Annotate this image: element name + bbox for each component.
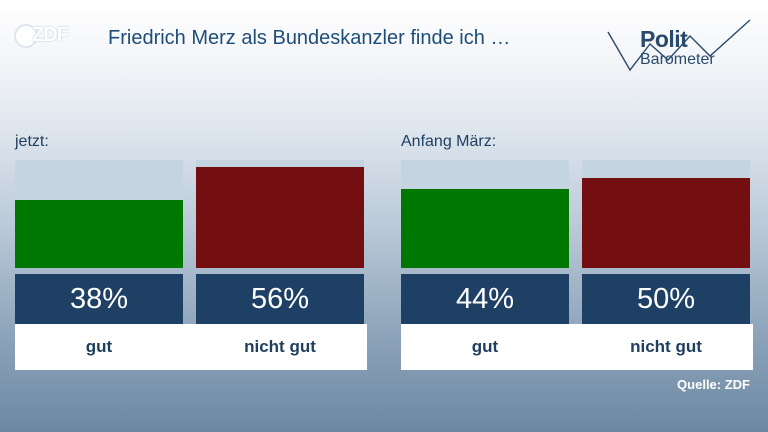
panel-label: Anfang März: xyxy=(401,133,497,150)
bar-gut xyxy=(15,199,183,268)
panel-label: jetzt: xyxy=(15,133,49,150)
source-note: Quelle: ZDF xyxy=(677,377,750,392)
value-label: 38% xyxy=(15,274,183,324)
bar-track xyxy=(15,160,183,268)
politbarometer-swoosh-icon xyxy=(607,19,751,72)
chart-panel-early-march: Anfang März: 44% 50% gut nicht gut xyxy=(401,133,753,383)
politbarometer-logo: Polit Barometer xyxy=(598,14,758,84)
politbarometer-logo-line2: Barometer xyxy=(640,51,715,68)
page-title: Friedrich Merz als Bundeskanzler finde i… xyxy=(108,27,511,49)
category-label: nicht gut xyxy=(630,337,702,356)
value-label: 44% xyxy=(401,274,569,324)
bar-gut xyxy=(401,188,569,268)
chart-panel-now: jetzt: 38% 56% gut nicht gut xyxy=(15,133,367,383)
zdf-logo-text: ZDF xyxy=(32,24,69,46)
bar-track xyxy=(582,160,750,268)
bar-track xyxy=(401,160,569,268)
bar-nicht-gut xyxy=(196,167,364,268)
category-label: gut xyxy=(85,337,113,356)
category-label: nicht gut xyxy=(244,337,316,356)
bar-nicht-gut xyxy=(582,178,750,268)
zdf-logo: ZDF xyxy=(14,22,84,50)
category-label: gut xyxy=(471,337,499,356)
zdf-logo-circle-icon xyxy=(14,24,38,48)
header-bar: ZDF Friedrich Merz als Bundeskanzler fin… xyxy=(0,0,768,92)
category-strip: gut nicht gut xyxy=(401,324,753,370)
category-strip: gut nicht gut xyxy=(15,324,367,370)
bar-track xyxy=(196,160,364,268)
politbarometer-logo-line1: Polit xyxy=(640,26,688,52)
value-label: 56% xyxy=(196,274,364,324)
value-label: 50% xyxy=(582,274,750,324)
